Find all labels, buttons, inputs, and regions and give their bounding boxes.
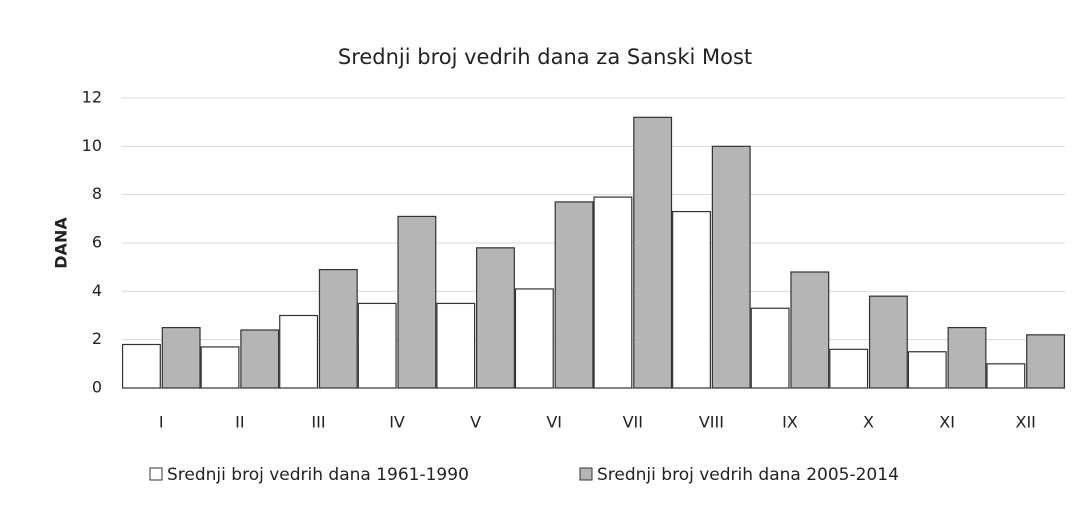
bar — [318, 268, 358, 389]
x-tick-label: I — [159, 413, 164, 432]
x-tick-label: IX — [782, 413, 798, 432]
bar — [829, 348, 869, 389]
y-tick-label: 12 — [82, 88, 102, 107]
y-tick-label: 0 — [92, 378, 102, 397]
chart-title: Srednji broj vedrih dana za Sanski Most — [338, 45, 752, 69]
legend-swatch — [149, 467, 163, 481]
bar — [240, 329, 280, 389]
y-axis-label: DANA — [52, 217, 71, 269]
y-tick-label: 2 — [92, 329, 102, 348]
bar — [947, 326, 987, 389]
x-tick-label: XII — [1016, 413, 1036, 432]
bar — [121, 343, 161, 389]
bar — [868, 295, 908, 389]
bar — [907, 351, 947, 389]
bar — [554, 201, 594, 389]
x-tick-label: V — [470, 413, 481, 432]
bar — [633, 116, 673, 389]
x-tick-label: IV — [389, 413, 405, 432]
x-tick-label: III — [311, 413, 325, 432]
y-tick-label: 6 — [92, 233, 102, 252]
bar — [711, 145, 751, 389]
y-tick-label: 10 — [82, 136, 102, 155]
bar — [986, 363, 1026, 389]
bar — [397, 215, 437, 389]
x-tick-label: XI — [939, 413, 955, 432]
bar — [750, 307, 790, 389]
bar — [200, 346, 240, 389]
x-tick-label: VII — [623, 413, 643, 432]
legend-swatch — [579, 467, 593, 481]
x-tick-label: II — [235, 413, 244, 432]
y-tick-label: 4 — [92, 281, 102, 300]
bar — [514, 288, 554, 389]
bar — [436, 302, 476, 389]
x-tick-label: VI — [546, 413, 562, 432]
bar — [161, 326, 201, 389]
legend-label: Srednji broj vedrih dana 2005-2014 — [597, 465, 899, 485]
y-tick-label: 8 — [92, 184, 102, 203]
x-tick-label: VIII — [699, 413, 724, 432]
bar — [1026, 334, 1066, 389]
bar — [279, 314, 319, 389]
bar — [357, 302, 397, 389]
bar — [672, 210, 711, 389]
bar — [593, 196, 633, 389]
bar — [790, 271, 830, 389]
legend-label: Srednji broj vedrih dana 1961-1990 — [167, 465, 469, 485]
bar — [476, 247, 515, 389]
x-tick-label: X — [863, 413, 874, 432]
